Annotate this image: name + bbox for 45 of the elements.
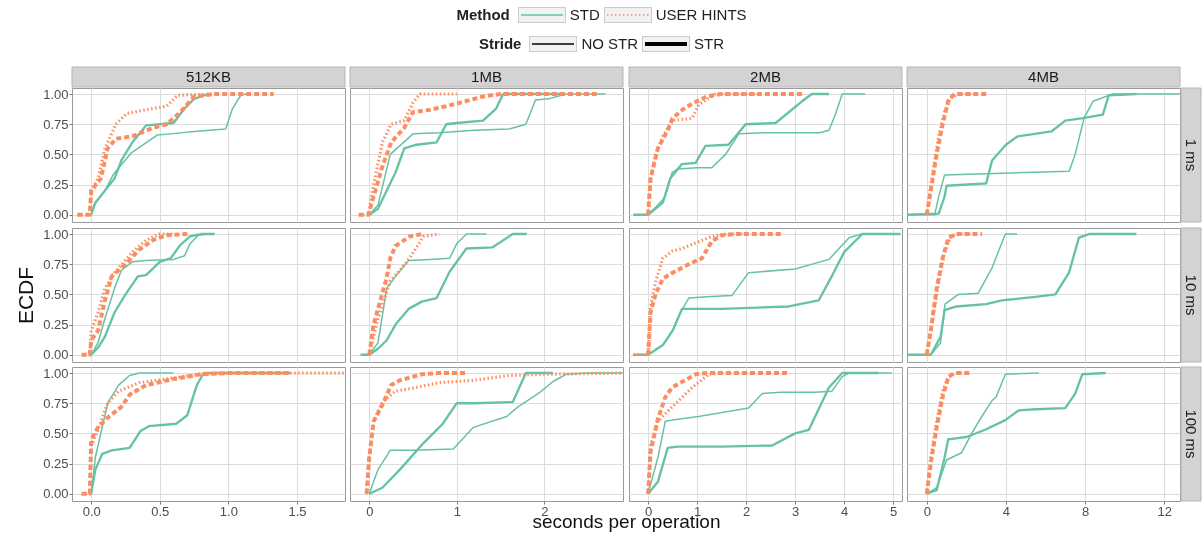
x-tick-label: 1.0 bbox=[219, 503, 238, 519]
x-tick-label: 0 bbox=[645, 503, 653, 519]
y-tick-label: 0.00 bbox=[43, 207, 69, 223]
chart-title: 512KB bbox=[185, 68, 232, 85]
y-tick-label: 0.25 bbox=[43, 317, 69, 333]
y-tick-label: 0.00 bbox=[43, 486, 69, 502]
text: STR bbox=[694, 35, 725, 52]
text: USER HINTS bbox=[655, 6, 747, 23]
text: 100 ms bbox=[1183, 409, 1200, 459]
x-tick-label: 1.5 bbox=[288, 503, 307, 519]
y-tick-label: 0.75 bbox=[43, 256, 69, 272]
y-tick-label: 0.25 bbox=[43, 177, 69, 193]
chart-title: 2MB bbox=[750, 68, 781, 85]
x-tick-label: 8 bbox=[1081, 503, 1090, 519]
text: STD bbox=[569, 6, 600, 23]
x-tick-label: 0.0 bbox=[82, 503, 101, 519]
x-tick-label: 12 bbox=[1157, 503, 1172, 519]
text: NO STR bbox=[581, 35, 639, 52]
x-tick-label: 0.5 bbox=[151, 503, 170, 519]
y-tick-label: 0.25 bbox=[43, 456, 69, 472]
y-tick-label: 0.75 bbox=[43, 116, 69, 132]
y-tick-label: 0.50 bbox=[43, 146, 69, 162]
y-tick-label: 1.00 bbox=[43, 365, 69, 381]
chart-title: 4MB bbox=[1028, 68, 1059, 85]
x-tick-label: 2 bbox=[541, 503, 549, 519]
text: 1 ms bbox=[1183, 138, 1200, 172]
text: Stride bbox=[478, 35, 522, 52]
x-tick-label: 4 bbox=[1002, 503, 1011, 519]
y-axis-title: ECDF bbox=[14, 266, 38, 325]
x-tick-label: 1 bbox=[453, 503, 461, 519]
y-tick-label: 0.50 bbox=[43, 425, 69, 441]
x-tick-label: 4 bbox=[841, 503, 849, 519]
text: 10 ms bbox=[1183, 274, 1200, 316]
text: Method bbox=[456, 6, 510, 23]
y-tick-label: 0.50 bbox=[43, 286, 69, 302]
chart-title: 1MB bbox=[471, 68, 502, 85]
y-tick-label: 1.00 bbox=[43, 226, 69, 242]
x-tick-label: 0 bbox=[923, 503, 931, 519]
y-tick-label: 0.75 bbox=[43, 395, 69, 411]
x-tick-label: 3 bbox=[792, 503, 800, 519]
y-tick-label: 1.00 bbox=[43, 86, 69, 102]
x-tick-label: 5 bbox=[890, 503, 898, 519]
x-tick-label: 2 bbox=[743, 503, 751, 519]
y-tick-label: 0.00 bbox=[43, 347, 69, 363]
x-tick-label: 0 bbox=[366, 503, 374, 519]
